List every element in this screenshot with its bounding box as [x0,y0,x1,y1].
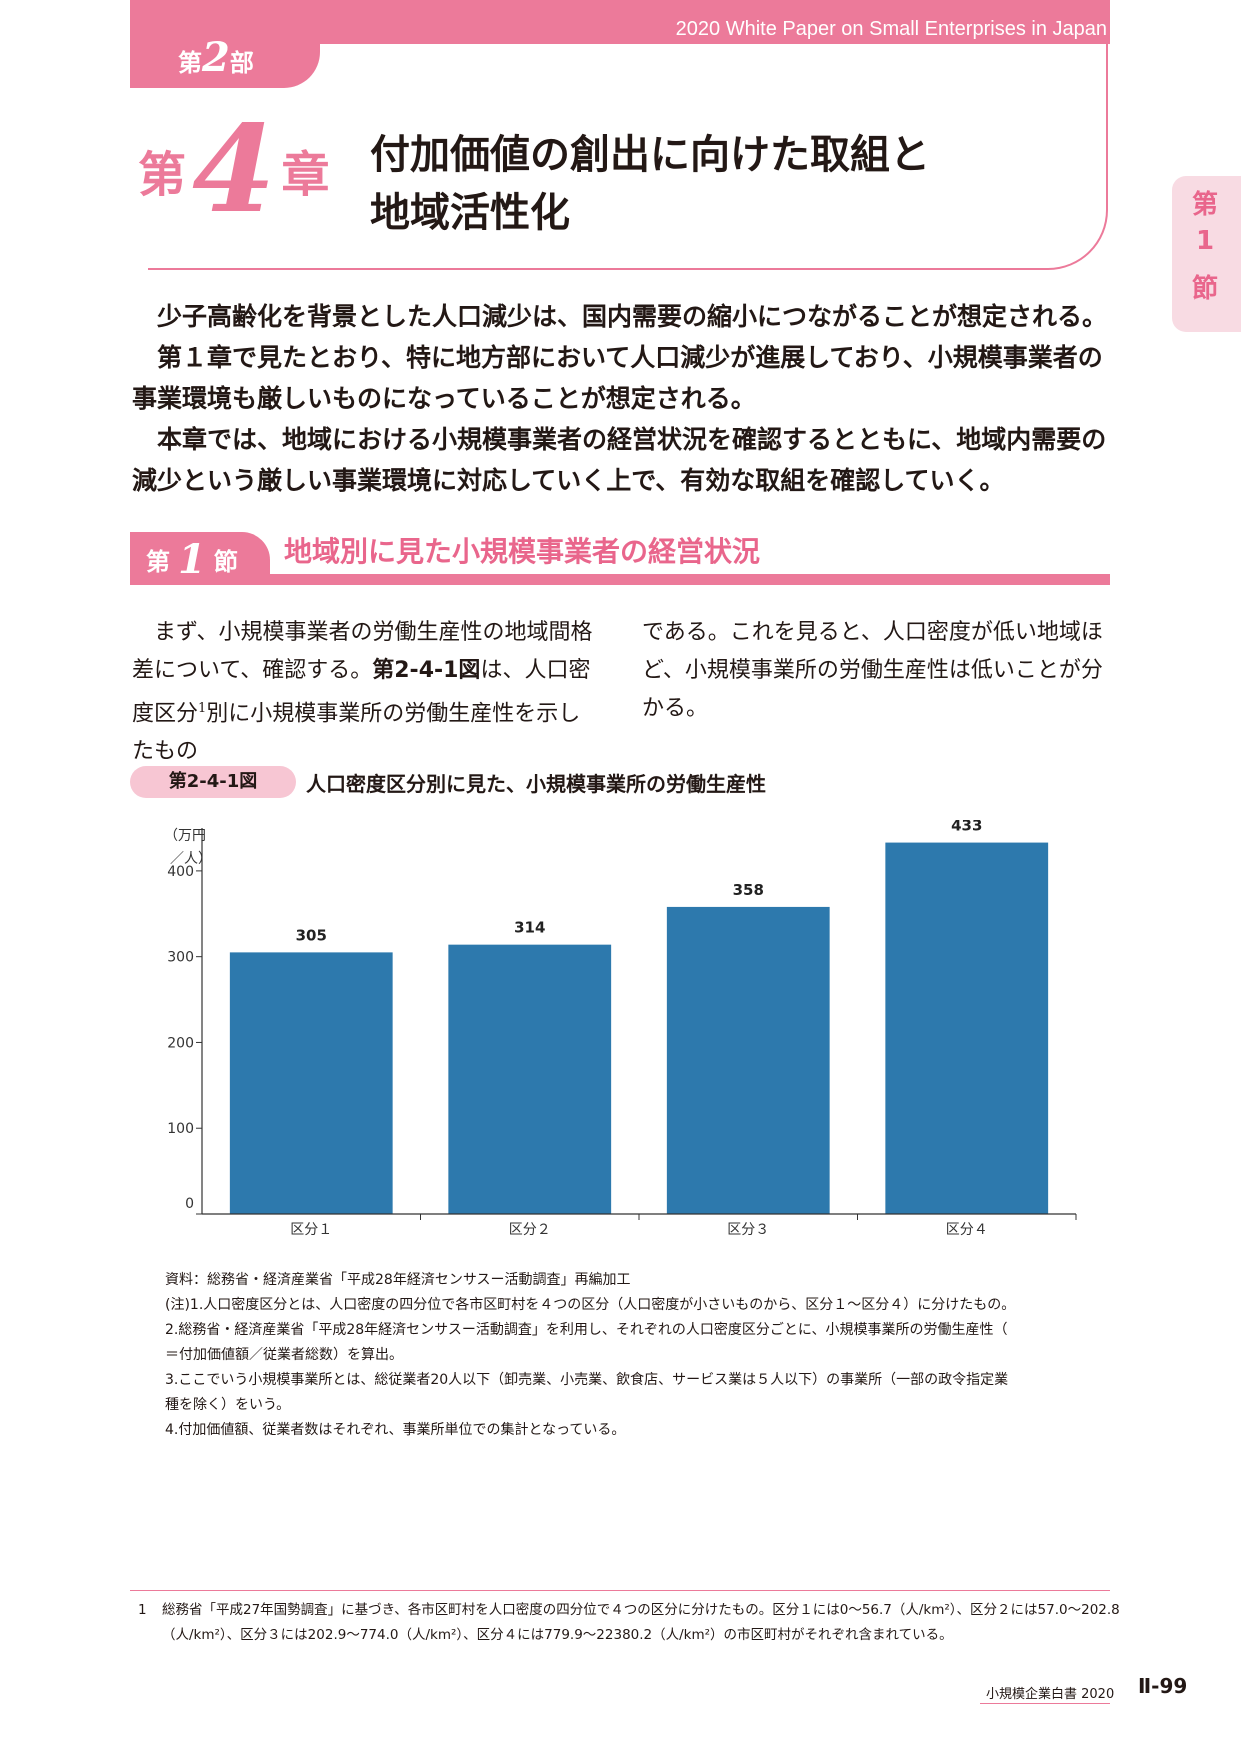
footnote-rule [130,1590,1110,1591]
section-rule [130,574,1110,585]
x-tick-label: 区分３ [727,1222,769,1238]
figure-number-badge: 第2-4-1図 [130,766,296,798]
part-tab [130,0,320,88]
chapter-mark: 第4 章 [138,99,330,240]
bar [885,842,1049,1214]
note-line: (注)1.人口密度区分とは、人口密度の四分位で各市区町村を４つの区分（人口密度が… [165,1297,1016,1313]
bar-value-label: 358 [733,881,764,899]
bar [448,944,612,1214]
footer-rule [980,1703,1110,1704]
note-line: 3.ここでいう小規模事業所とは、総従業者20人以下（卸売業、小売業、飲食店、サー… [165,1372,1009,1388]
figure-reference[interactable]: 第2-4-1図 [372,658,481,683]
y-tick-label: 300 [167,950,194,966]
bar-value-label: 305 [296,926,327,944]
footnote-ref[interactable]: 1 [198,701,207,716]
note-line: 4.付加価値額、従業者数はそれぞれ、事業所単位での集計となっている。 [165,1422,626,1438]
body-text-left: まず、小規模事業者の労働生産性の地域間格差について、確認する。第2-4-1図は、… [132,620,593,765]
publication-name: 小規模企業白書 2020 [986,1687,1115,1702]
y-tick-label: 200 [167,1035,194,1051]
series-title: 2020 White Paper on Small Enterprises in… [675,18,1107,40]
y-tick-label: 0 [185,1196,194,1212]
note-line: 資料：総務省・経済産業省「平成28年経済センサスー活動調査」再編加工 [165,1272,631,1288]
chapter-intro: 少子高齢化を背景とした人口減少は、国内需要の縮小につながることが想定される。 第… [132,296,1114,501]
x-tick-label: 区分２ [509,1222,551,1238]
note-line: 種を除く）をいう。 [165,1397,291,1413]
part-label: 第2部 [178,34,254,81]
figure-notes: 資料：総務省・経済産業省「平成28年経済センサスー活動調査」再編加工 (注)1.… [165,1268,1095,1443]
y-tick-label: 400 [167,864,194,880]
intro-paragraph: 本章では、地域における小規模事業者の経営状況を確認するとともに、地域内需要の減少… [132,425,1107,495]
bar [666,906,830,1214]
body-text-right: である。これを見ると、人口密度が低い地域ほど、小規模事業所の労働生産性は低いこと… [642,620,1103,721]
intro-paragraph: 第１章で見たとおり、特に地方部において人口減少が進展しており、小規模事業者の事業… [132,343,1103,413]
y-tick-label: 100 [167,1121,194,1137]
section-title: 地域別に見た小規模事業者の経営状況 [284,535,761,568]
y-axis-label: （万円 [164,828,206,844]
page-number: Ⅱ-99 [1138,1674,1188,1698]
frame-gap [128,246,148,276]
section-side-tab[interactable]: 第 1 節 [1172,176,1241,332]
chapter-header-frame [130,0,1108,270]
chapter-title: 付加価値の創出に向けた取組と 地域活性化 [370,132,930,236]
intro-paragraph: 少子高齢化を背景とした人口減少は、国内需要の縮小につながることが想定される。 [157,302,1108,331]
note-line: ＝付加価値額／従業者総数）を算出。 [165,1347,403,1363]
footnote-number: 1 [138,1602,147,1618]
x-tick-label: 区分１ [290,1222,332,1238]
bar-value-label: 314 [514,919,545,937]
footnote: 1 総務省「平成27年国勢調査」に基づき、各市区町村を人口密度の四分位で４つの区分… [138,1598,1120,1648]
note-line: 2.総務省・経済産業省「平成28年経済センサスー活動調査」を利用し、それぞれの人… [165,1322,1008,1338]
x-tick-label: 区分４ [946,1222,988,1238]
figure-title: 人口密度区分別に見た、小規模事業所の労働生産性 [306,772,766,796]
bar [229,952,393,1214]
bar-value-label: 433 [951,820,982,835]
